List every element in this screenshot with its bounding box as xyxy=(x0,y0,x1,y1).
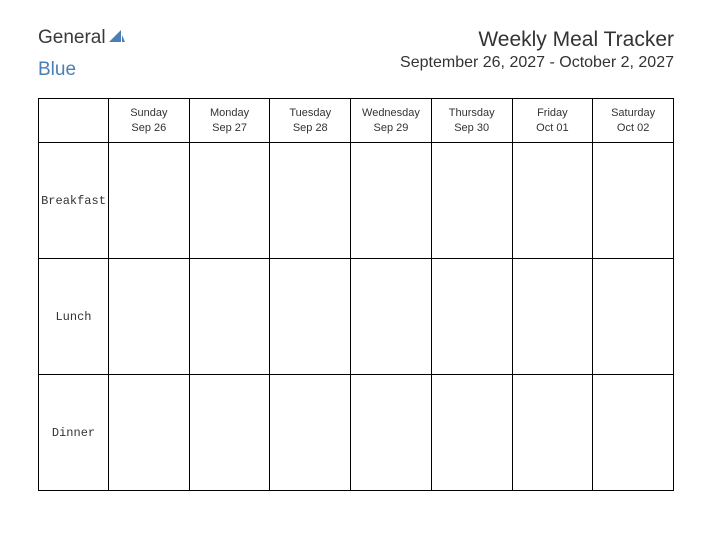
day-header-saturday: Saturday Oct 02 xyxy=(593,99,674,143)
brand-logo: General Blue xyxy=(38,28,126,80)
meal-cell[interactable] xyxy=(189,375,270,491)
day-name: Sunday xyxy=(111,106,187,121)
day-date: Oct 01 xyxy=(515,121,591,136)
meal-cell[interactable] xyxy=(512,375,593,491)
meal-cell[interactable] xyxy=(270,143,351,259)
day-name: Saturday xyxy=(595,106,671,121)
table-row-lunch: Lunch xyxy=(39,259,674,375)
logo-text-block: General Blue xyxy=(38,28,126,80)
day-header-monday: Monday Sep 27 xyxy=(189,99,270,143)
meal-label-breakfast: Breakfast xyxy=(39,143,109,259)
meal-cell[interactable] xyxy=(593,375,674,491)
table-row-breakfast: Breakfast xyxy=(39,143,674,259)
meal-cell[interactable] xyxy=(270,259,351,375)
meal-tracker-table: Sunday Sep 26 Monday Sep 27 Tuesday Sep … xyxy=(38,98,674,491)
meal-cell[interactable] xyxy=(593,259,674,375)
day-date: Sep 28 xyxy=(272,121,348,136)
meal-cell[interactable] xyxy=(270,375,351,491)
day-header-thursday: Thursday Sep 30 xyxy=(431,99,512,143)
meal-cell[interactable] xyxy=(109,259,190,375)
meal-cell[interactable] xyxy=(351,259,432,375)
day-name: Tuesday xyxy=(272,106,348,121)
meal-cell[interactable] xyxy=(351,143,432,259)
meal-cell[interactable] xyxy=(593,143,674,259)
day-header-friday: Friday Oct 01 xyxy=(512,99,593,143)
logo-text-blue: Blue xyxy=(38,59,76,80)
logo-sail-icon xyxy=(108,29,126,48)
meal-cell[interactable] xyxy=(431,259,512,375)
day-header-tuesday: Tuesday Sep 28 xyxy=(270,99,351,143)
logo-text-general: General xyxy=(38,27,106,48)
meal-cell[interactable] xyxy=(351,375,432,491)
meal-label-dinner: Dinner xyxy=(39,375,109,491)
day-date: Oct 02 xyxy=(595,121,671,136)
day-name: Friday xyxy=(515,106,591,121)
meal-cell[interactable] xyxy=(189,259,270,375)
meal-cell[interactable] xyxy=(512,143,593,259)
day-name: Monday xyxy=(192,106,268,121)
meal-cell[interactable] xyxy=(109,375,190,491)
table-header-row: Sunday Sep 26 Monday Sep 27 Tuesday Sep … xyxy=(39,99,674,143)
corner-cell xyxy=(39,99,109,143)
meal-cell[interactable] xyxy=(431,143,512,259)
meal-label-lunch: Lunch xyxy=(39,259,109,375)
day-date: Sep 30 xyxy=(434,121,510,136)
page-container: General Blue Weekly Meal Tracker Septemb… xyxy=(0,0,712,531)
meal-cell[interactable] xyxy=(109,143,190,259)
day-header-sunday: Sunday Sep 26 xyxy=(109,99,190,143)
day-date: Sep 29 xyxy=(353,121,429,136)
day-name: Thursday xyxy=(434,106,510,121)
day-header-wednesday: Wednesday Sep 29 xyxy=(351,99,432,143)
page-title: Weekly Meal Tracker xyxy=(400,28,674,52)
day-date: Sep 27 xyxy=(192,121,268,136)
meal-cell[interactable] xyxy=(431,375,512,491)
title-block: Weekly Meal Tracker September 26, 2027 -… xyxy=(400,28,674,72)
date-range: September 26, 2027 - October 2, 2027 xyxy=(400,54,674,72)
day-name: Wednesday xyxy=(353,106,429,121)
day-date: Sep 26 xyxy=(111,121,187,136)
header-row: General Blue Weekly Meal Tracker Septemb… xyxy=(38,28,674,80)
meal-cell[interactable] xyxy=(189,143,270,259)
meal-cell[interactable] xyxy=(512,259,593,375)
table-row-dinner: Dinner xyxy=(39,375,674,491)
